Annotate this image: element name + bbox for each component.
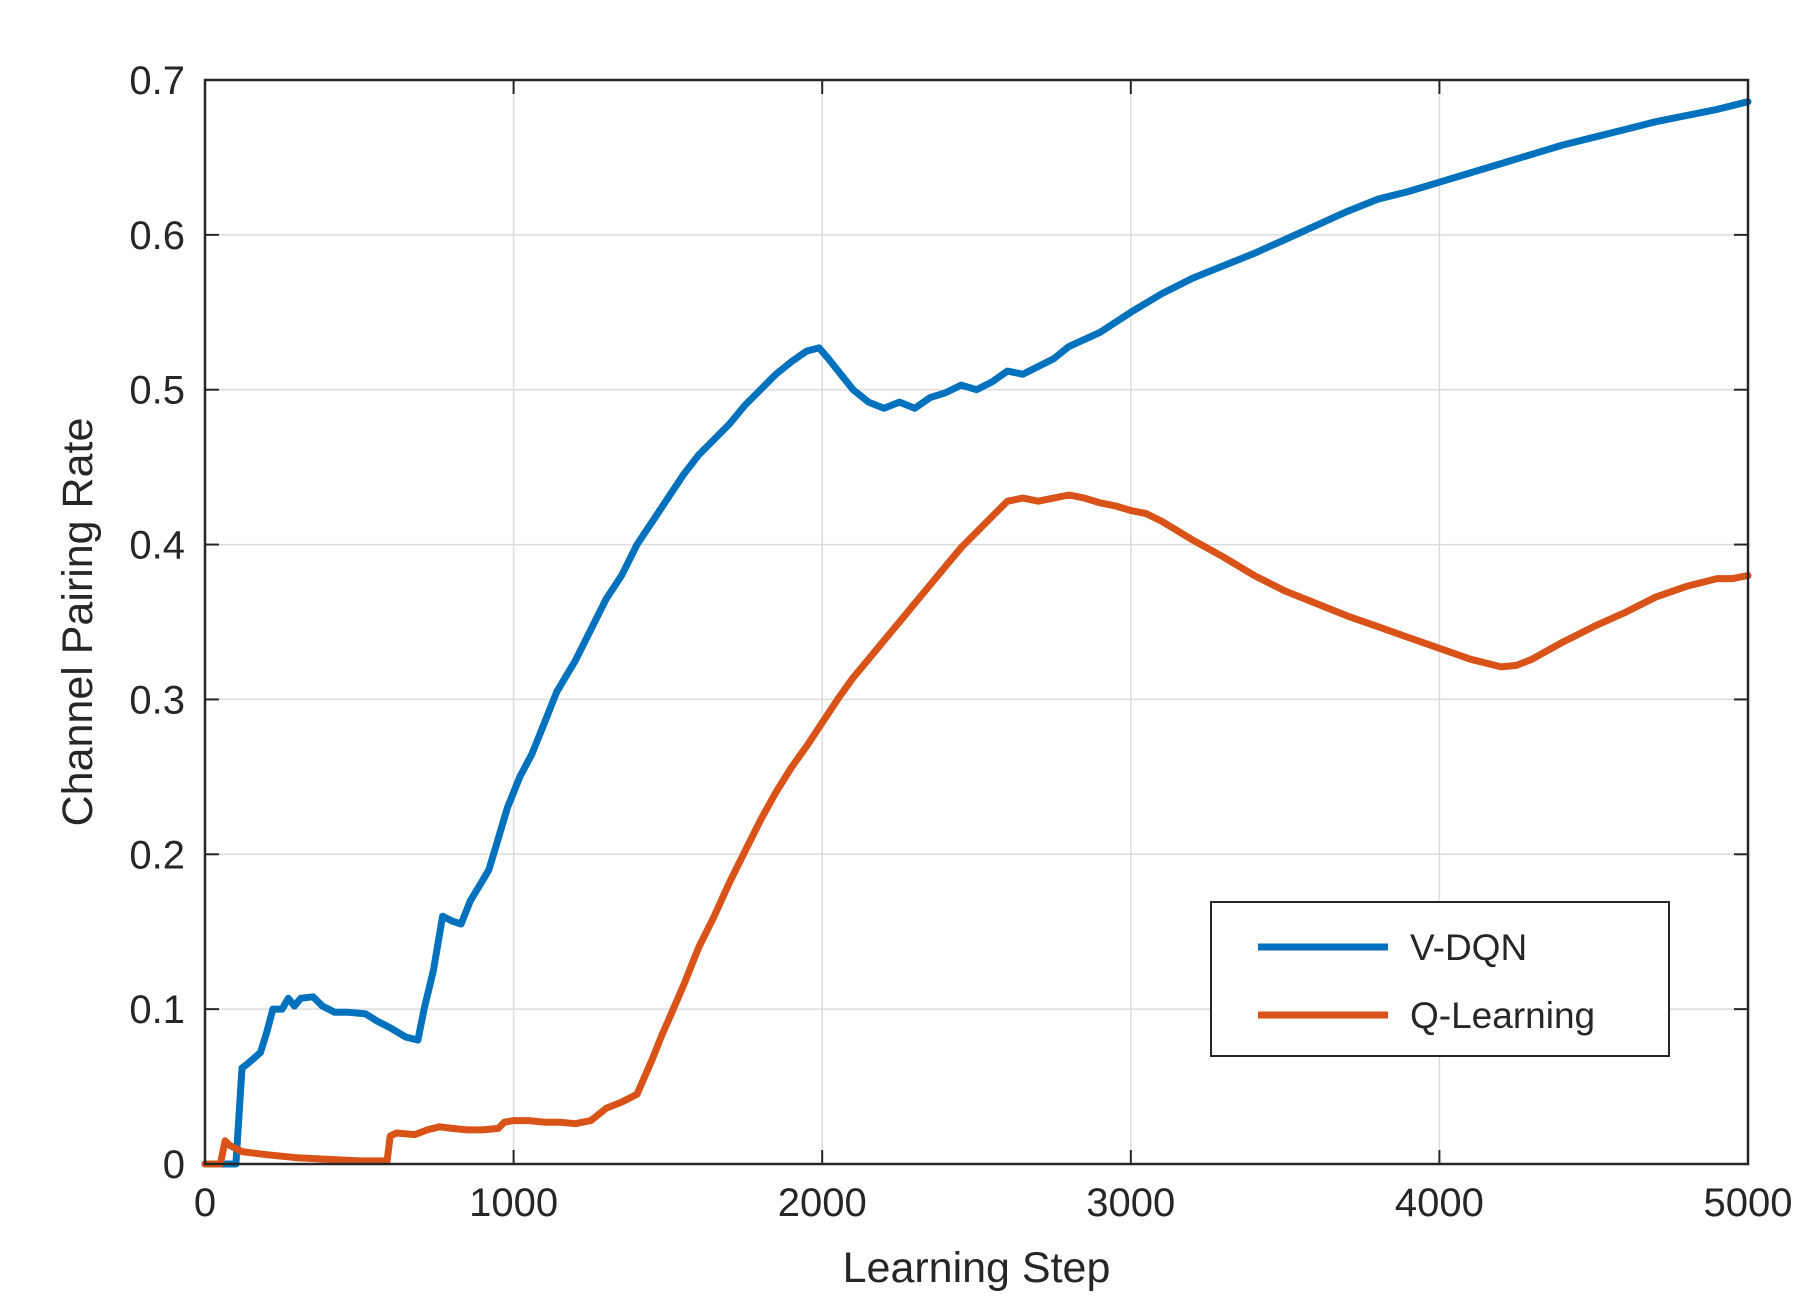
- series-line-q-learning: [201, 491, 1752, 1168]
- x-tick-label: 4000: [1395, 1181, 1484, 1225]
- x-tick-label: 0: [194, 1181, 216, 1225]
- x-tick-label: 1000: [469, 1181, 558, 1225]
- data-series: [201, 98, 1752, 1168]
- y-tick-label: 0.4: [129, 524, 185, 568]
- y-tick-label: 0.5: [129, 369, 185, 413]
- legend-box: [1210, 901, 1670, 1057]
- plot-frame: [203, 78, 1750, 1166]
- x-tick-label: 3000: [1086, 1181, 1175, 1225]
- y-tick-label: 0: [163, 1143, 185, 1187]
- y-tick-label: 0.7: [129, 59, 185, 103]
- y-tick-label: 0.2: [129, 833, 185, 877]
- x-axis-label: Learning Step: [843, 1244, 1111, 1292]
- y-tick-label: 0.3: [129, 678, 185, 722]
- x-tick-label: 5000: [1704, 1181, 1793, 1225]
- y-axis-label: Channel Pairing Rate: [54, 418, 102, 827]
- y-tick-label: 0.6: [129, 214, 185, 258]
- legend-label-q-learning: Q-Learning: [1410, 995, 1595, 1036]
- legend: V-DQN Q-Learning: [1210, 901, 1670, 1057]
- series-line-v-dqn: [201, 98, 1752, 1168]
- y-tick-label: 0.1: [129, 988, 185, 1032]
- axis-ticks: 0 1000 2000 3000 4000 5000 0 0.1 0.2 0.3 0.4 0.5 0.6…: [129, 59, 1792, 1225]
- x-tick-label: 2000: [778, 1181, 867, 1225]
- legend-label-v-dqn: V-DQN: [1410, 927, 1527, 968]
